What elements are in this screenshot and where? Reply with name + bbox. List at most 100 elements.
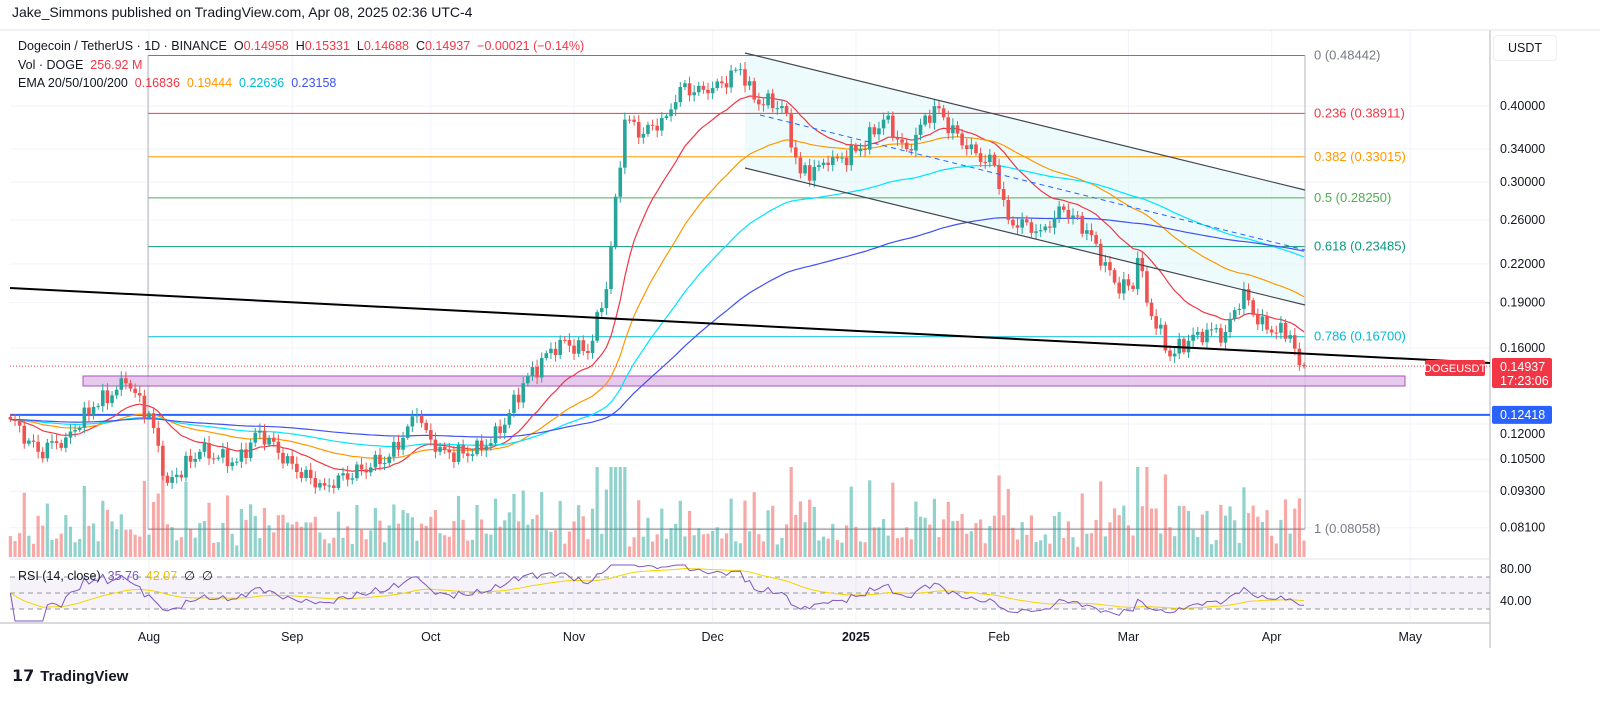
volume-bar <box>36 515 40 557</box>
candle <box>308 469 313 479</box>
volume-bar <box>503 520 507 557</box>
volume-bar <box>1085 533 1089 557</box>
currency-button[interactable]: USDT <box>1493 35 1557 61</box>
volume-bar <box>55 538 59 557</box>
candle <box>1006 199 1011 220</box>
ema-label[interactable]: EMA 20/50/100/200 <box>18 76 128 90</box>
support-zone-box <box>82 375 1406 387</box>
volume-bar <box>530 519 535 557</box>
volume-bar <box>517 521 521 557</box>
volume-bar <box>235 545 239 557</box>
candle <box>733 69 738 71</box>
candle <box>396 441 401 450</box>
volume-bar <box>771 505 775 557</box>
candle <box>567 340 572 346</box>
volume-bar <box>78 538 82 557</box>
volume-bar <box>590 508 595 557</box>
candle <box>290 456 295 464</box>
volume-bar <box>831 523 835 557</box>
volume-bar <box>664 538 669 557</box>
candle <box>770 93 775 109</box>
volume-bar <box>212 542 216 557</box>
ema20-value: 0.16836 <box>134 76 180 90</box>
volume-bar <box>655 534 659 557</box>
volume-bar <box>872 527 876 557</box>
candle <box>918 124 923 135</box>
rsi-label[interactable]: RSI (14, close) <box>18 569 101 583</box>
long-trend-line <box>9 287 1491 364</box>
candle <box>1048 226 1052 228</box>
volume-bar <box>789 467 793 557</box>
candle <box>110 395 114 404</box>
candle <box>128 383 133 389</box>
volume-bar <box>1205 510 1209 557</box>
volume-bar <box>817 540 821 557</box>
candle <box>544 353 549 359</box>
volume-bar <box>1293 508 1297 557</box>
candle <box>13 419 17 421</box>
volume-bar <box>512 493 516 557</box>
volume-bar <box>960 514 964 557</box>
candle <box>484 446 489 451</box>
candle <box>368 467 373 473</box>
volume-bar <box>507 512 511 557</box>
candle <box>1112 270 1117 283</box>
rsi-tick-label: 40.00 <box>1500 594 1531 608</box>
candle <box>794 147 798 158</box>
volume-bar <box>720 538 724 557</box>
candle <box>766 93 770 106</box>
fib-level-label: 0.236 (0.38911) <box>1314 105 1405 120</box>
volume-bar <box>443 535 447 557</box>
volume-bar <box>553 530 558 557</box>
footer-logo[interactable]: 𝟭𝟳 TradingView <box>12 666 128 686</box>
candle <box>239 449 244 462</box>
volume-bar <box>803 522 807 557</box>
candle <box>812 167 817 181</box>
candle <box>105 390 110 404</box>
candle <box>599 308 604 313</box>
candle <box>549 348 553 354</box>
candle <box>1117 282 1121 294</box>
volume-bar <box>1279 519 1283 557</box>
candle <box>295 463 299 473</box>
volume-bar <box>974 523 978 557</box>
volume-bar <box>1048 543 1052 557</box>
volume-bar <box>1191 529 1195 557</box>
symbol-title[interactable]: Dogecoin / TetherUS · 1D · BINANCE <box>18 39 227 53</box>
candle <box>586 350 590 353</box>
o-label: O <box>233 39 244 53</box>
volume-bar <box>983 543 987 557</box>
candle <box>230 462 234 467</box>
vol-label[interactable]: Vol · DOGE <box>18 57 84 72</box>
volume-bar <box>609 467 613 557</box>
candle <box>1186 340 1191 353</box>
x-tick-label: Nov <box>563 630 586 644</box>
candle <box>563 339 567 341</box>
candle <box>405 426 410 438</box>
candle <box>849 145 854 166</box>
volume-bar <box>22 492 26 557</box>
volume-bar <box>979 519 983 557</box>
volume-bar <box>1145 467 1149 557</box>
volume-bar <box>1223 515 1228 557</box>
candle <box>1172 353 1177 357</box>
volume-bar <box>1043 534 1047 557</box>
candle <box>45 442 50 459</box>
candle <box>327 485 331 487</box>
volume-bar <box>27 535 31 557</box>
volume-bar <box>780 537 784 557</box>
volume-bar <box>738 543 742 557</box>
volume-bar <box>637 500 641 557</box>
candle <box>1154 316 1158 329</box>
close-value: 0.14937 <box>425 39 471 53</box>
y-tick-label: 0.16000 <box>1500 341 1545 355</box>
volume-bar <box>419 523 424 557</box>
volume-bar <box>415 540 419 557</box>
candle <box>364 469 368 473</box>
candle <box>821 162 826 166</box>
candle <box>941 108 946 118</box>
candle <box>442 446 447 450</box>
volume-bar <box>456 495 461 557</box>
candle <box>1135 257 1140 290</box>
